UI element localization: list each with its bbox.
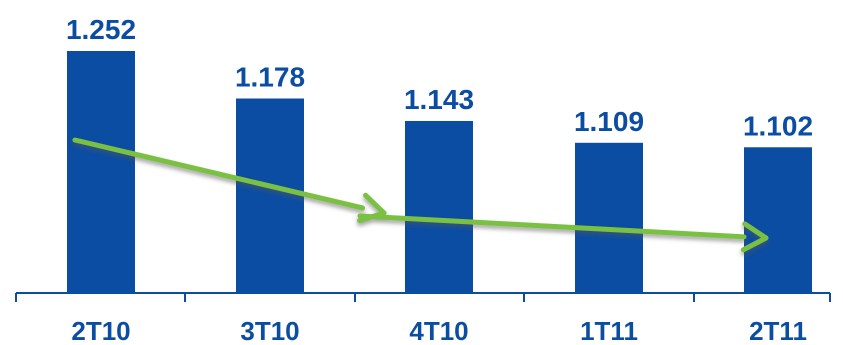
x-tick-label-1t11: 1T11 — [580, 316, 638, 345]
data-label-1t11: 1.109 — [574, 106, 644, 137]
value-labels-layer: 1.252 1.178 1.143 1.109 1.102 — [66, 14, 813, 141]
x-tick-label-2t10: 2T10 — [71, 316, 130, 345]
x-tick-label-4t10: 4T10 — [409, 316, 468, 345]
bar-4t10 — [405, 120, 473, 293]
bar-2t11 — [744, 147, 812, 293]
bar-1t11 — [575, 142, 643, 293]
data-label-3t10: 1.178 — [235, 62, 305, 93]
data-label-2t10: 1.252 — [66, 14, 136, 45]
trend-arrow — [72, 137, 769, 253]
x-tick-label-2t11: 2T11 — [749, 316, 807, 345]
tick-labels-layer: 2T10 3T10 4T10 1T11 2T11 — [71, 316, 807, 345]
bar-3t10 — [236, 98, 304, 293]
data-label-2t11: 1.102 — [743, 110, 813, 141]
trend-arrow-segment — [357, 213, 769, 253]
ticks-layer — [15, 293, 831, 302]
bar-2t10 — [67, 51, 135, 293]
bars-layer — [67, 51, 812, 293]
x-tick-label-3t10: 3T10 — [240, 316, 299, 345]
data-label-4t10: 1.143 — [404, 84, 474, 115]
